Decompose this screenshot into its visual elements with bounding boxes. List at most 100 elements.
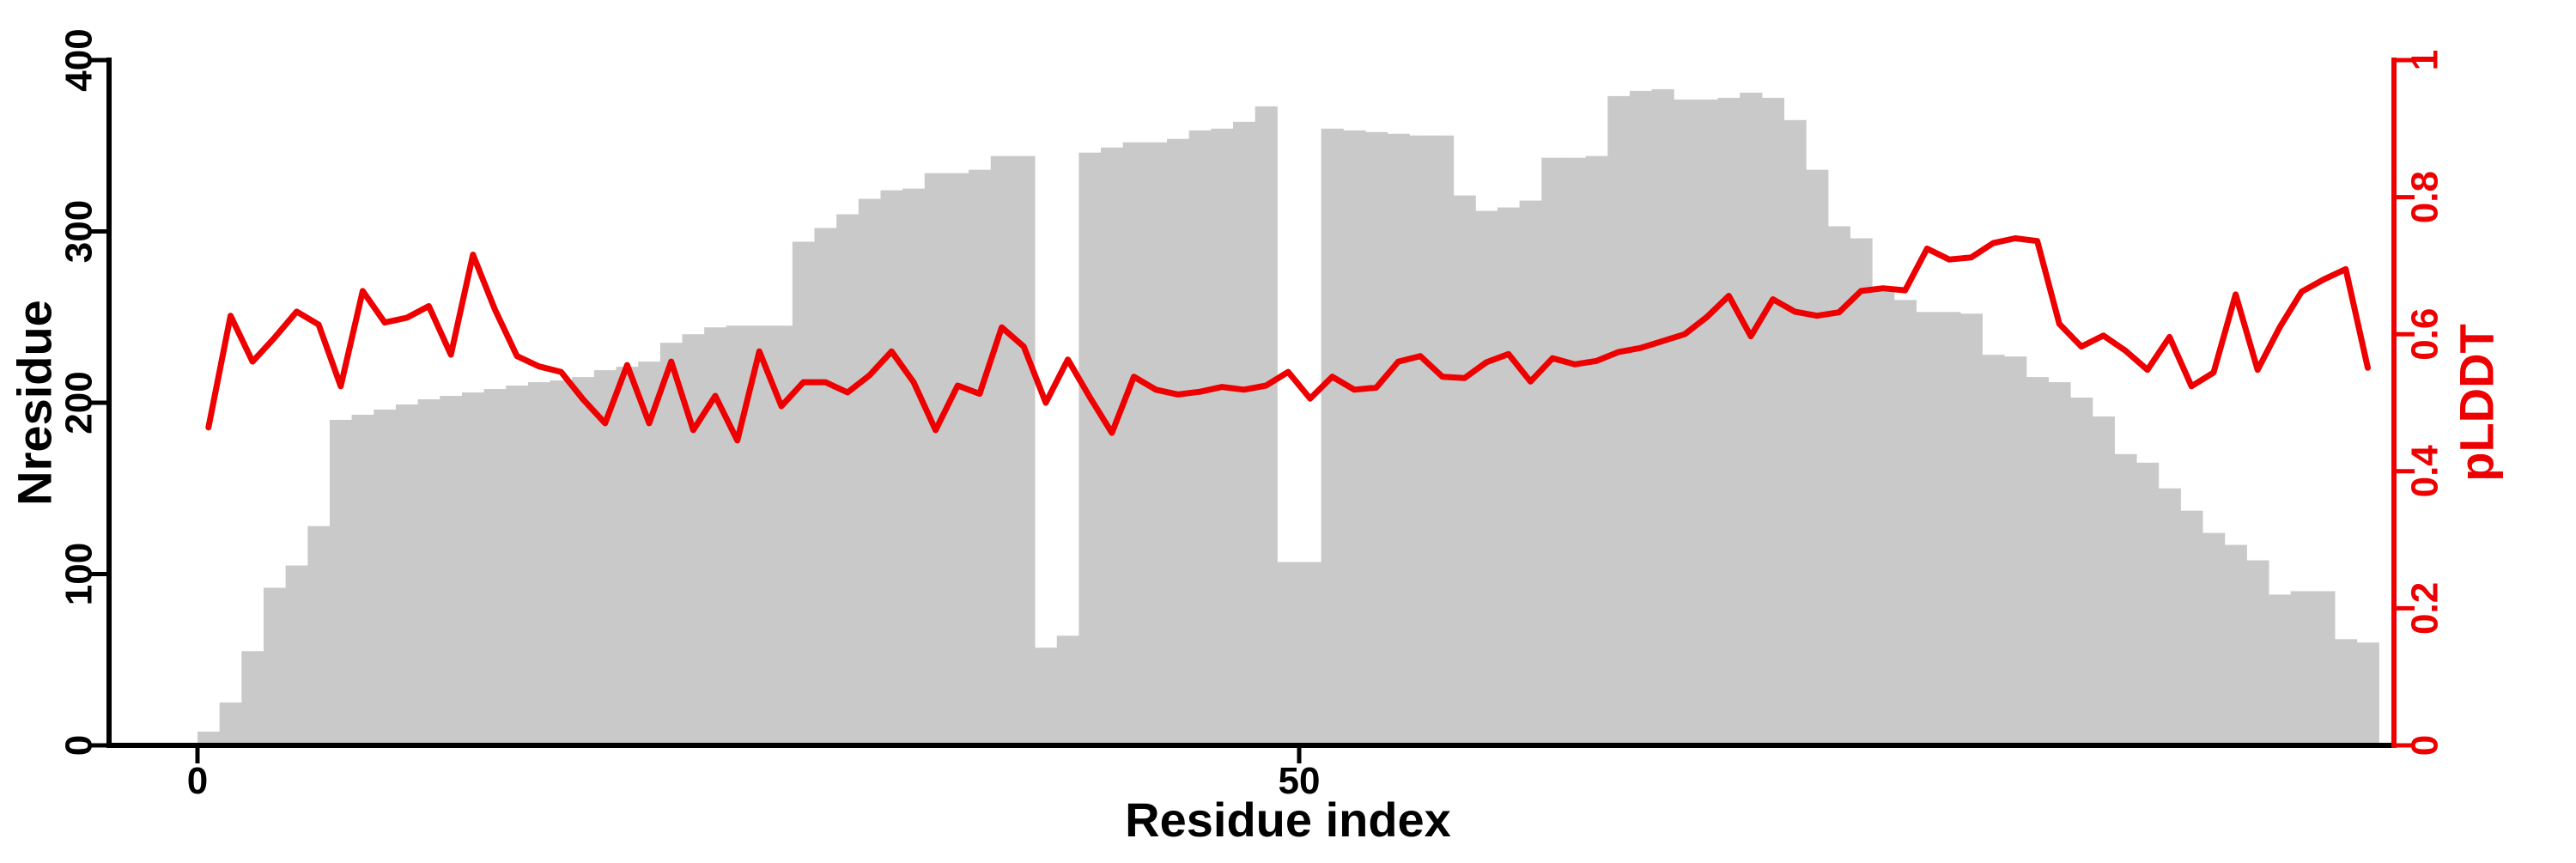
nresidue-bar — [1541, 157, 1564, 745]
right-axis-tick-label: 0.2 — [2404, 582, 2446, 635]
nresidue-bar — [2136, 462, 2160, 746]
nresidue-bar — [1145, 142, 1168, 745]
nresidue-bar — [1740, 92, 1763, 745]
left-axis: 0 100 200 300 400 — [58, 28, 112, 756]
nresidue-bar — [1101, 147, 1124, 745]
nresidue-bar — [1078, 152, 1102, 746]
nresidue-bar — [1233, 121, 1256, 745]
plddt-polyline — [205, 235, 2371, 444]
right-axis-tick-label: 0.4 — [2404, 445, 2446, 498]
nresidue-bar — [550, 380, 573, 745]
nresidue-bar — [1167, 138, 1190, 745]
nresidue-bar — [1188, 130, 1212, 746]
nresidue-bar — [704, 327, 727, 745]
nresidue-bar — [395, 404, 419, 745]
nresidue-bar — [1982, 355, 2005, 745]
nresidue-bar — [902, 188, 926, 746]
left-axis-tick-label: 300 — [58, 200, 100, 263]
nresidue-bar — [506, 386, 529, 745]
nresidue-bar — [2114, 453, 2137, 745]
nresidue-bar — [2335, 639, 2358, 745]
nresidue-bar — [969, 169, 992, 745]
nresidue-bar — [2026, 377, 2049, 745]
nresidue-bar — [461, 392, 485, 745]
nresidue-bar — [682, 334, 705, 745]
nresidue-bar — [836, 214, 860, 746]
nresidue-bar — [2180, 510, 2203, 745]
nresidue-bar — [1255, 106, 1278, 746]
nresidue-bar — [880, 190, 903, 745]
nresidue-bar — [417, 399, 440, 745]
nresidue-bar — [858, 198, 881, 746]
nresidue-bar — [351, 414, 374, 745]
nresidue-bar — [924, 173, 947, 746]
nresidue-bar — [572, 377, 595, 745]
nresidue-bar — [374, 409, 397, 745]
nresidue-bar — [2269, 594, 2292, 745]
nresidue-bar — [1364, 131, 1388, 746]
right-axis-tick-label: 0.6 — [2404, 308, 2446, 361]
nresidue-bar — [1629, 90, 1653, 745]
plddt-line-series — [205, 235, 2371, 444]
nresidue-bar — [1651, 88, 1674, 745]
x-axis-tick-label: 0 — [187, 760, 208, 802]
right-axis-title: pLDDT — [2450, 324, 2504, 482]
nresidue-bar — [1299, 562, 1322, 745]
nresidue-bar — [1893, 300, 1917, 745]
nresidue-bar — [1806, 169, 1829, 745]
nresidue-bar — [1674, 99, 1697, 745]
nresidue-bar — [2004, 356, 2027, 745]
x-axis-title: Residue index — [1125, 793, 1451, 847]
nresidue-bar — [263, 587, 287, 745]
nresidue-bar — [1343, 130, 1366, 746]
nresidue-bar — [1717, 97, 1741, 745]
nresidue-bar — [241, 651, 264, 745]
nresidue-bar — [1277, 562, 1300, 745]
nresidue-bar — [1453, 195, 1476, 746]
left-axis-tick-label: 400 — [58, 28, 100, 91]
nresidue-bar — [1475, 210, 1498, 745]
nresidue-bar — [1916, 312, 1939, 745]
nresidue-bar — [990, 155, 1013, 746]
nresidue-bar — [616, 367, 639, 745]
left-axis-tick-label: 100 — [58, 543, 100, 605]
nresidue-bar — [197, 732, 221, 745]
nresidue-bar — [1497, 207, 1521, 745]
nresidue-bar — [748, 325, 771, 745]
nresidue-bar — [329, 419, 353, 745]
nresidue-bar — [946, 173, 969, 746]
nresidue-bar — [792, 241, 815, 746]
nresidue-bar — [726, 325, 749, 745]
left-axis-tick-label: 200 — [58, 371, 100, 434]
nresidue-bar — [1607, 95, 1631, 745]
nresidue-bar — [1872, 291, 1895, 745]
nresidue-bar — [307, 526, 331, 745]
nresidue-bars — [197, 88, 2379, 746]
nresidue-bar — [2246, 560, 2269, 745]
nresidue-bar — [1850, 238, 1873, 746]
nresidue-bar — [483, 389, 507, 745]
nresidue-bar — [1056, 635, 1079, 745]
nresidue-bar — [1387, 133, 1410, 745]
right-axis-tick-label: 1 — [2404, 50, 2446, 70]
nresidue-bar — [1409, 135, 1432, 745]
nresidue-bar — [2290, 591, 2313, 745]
left-axis-title: Nresidue — [8, 300, 62, 506]
nresidue-bar — [1959, 313, 1983, 745]
nresidue-bar — [814, 228, 837, 745]
nresidue-bar — [2158, 488, 2181, 745]
x-axis: 0 50 — [107, 743, 2396, 802]
nresidue-bar — [1122, 142, 1145, 745]
nresidue-bar — [1519, 200, 1542, 746]
nresidue-bar — [1321, 128, 1344, 746]
nresidue-bar — [285, 565, 308, 745]
nresidue-bar — [2070, 398, 2093, 745]
nresidue-bar — [440, 396, 463, 745]
nresidue-bar — [2356, 642, 2379, 745]
nresidue-bar — [593, 370, 617, 745]
nresidue-bar — [219, 702, 242, 746]
nresidue-bar — [2048, 382, 2071, 745]
nresidue-bar — [1563, 157, 1587, 745]
